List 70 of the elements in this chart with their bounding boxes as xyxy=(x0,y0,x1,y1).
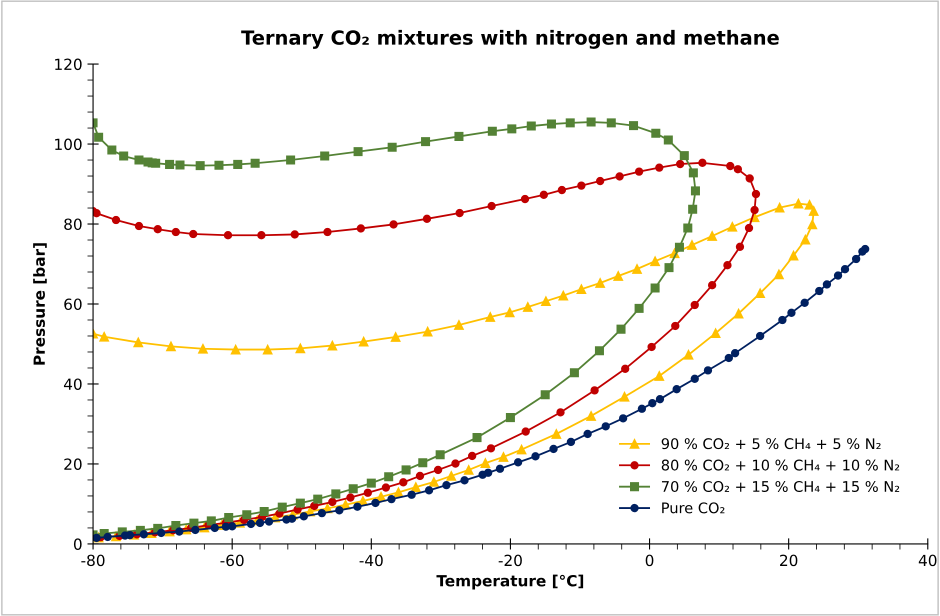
point xyxy=(800,298,809,307)
point xyxy=(834,271,842,280)
point xyxy=(648,399,656,408)
point xyxy=(210,524,219,532)
legend-label: 70 % CO₂ + 15 % CH₄ + 15 % N₂ xyxy=(662,480,900,492)
point xyxy=(407,490,416,499)
point xyxy=(656,395,664,404)
point xyxy=(442,480,451,490)
legend-label: 90 % CO₂ + 5 % CH₄ + 5 % N₂ xyxy=(662,438,881,450)
x-tick-label: -60 xyxy=(220,554,244,566)
point xyxy=(228,522,236,530)
point xyxy=(157,528,166,538)
y-axis-title: Pressure [bar] xyxy=(33,243,47,365)
y-tick-label: 100 xyxy=(55,138,82,150)
y-tick-label: 80 xyxy=(64,218,82,230)
point xyxy=(815,286,824,296)
point xyxy=(787,308,796,317)
point xyxy=(566,438,576,446)
x-tick-label: 0 xyxy=(646,554,654,566)
chart-title: Ternary CO₂ mixtures with nitrogen and methane xyxy=(241,30,779,49)
point xyxy=(618,414,628,423)
point xyxy=(852,254,860,264)
y-tick-label: 20 xyxy=(64,458,82,470)
point xyxy=(104,532,112,542)
point xyxy=(549,444,558,454)
point xyxy=(704,366,712,375)
point xyxy=(638,404,646,413)
point xyxy=(371,498,380,508)
x-tick-label: -40 xyxy=(360,554,383,566)
y-tick-label: 40 xyxy=(64,378,82,390)
legend-label: 80 % CO₂ + 10 % CH₄ + 10 % N₂ xyxy=(662,460,900,471)
x-tick-label: -20 xyxy=(498,554,522,566)
point xyxy=(583,430,592,438)
point xyxy=(424,486,434,495)
point xyxy=(256,518,264,528)
point xyxy=(460,476,469,485)
point xyxy=(602,422,610,431)
point xyxy=(140,530,148,538)
point xyxy=(318,508,326,518)
point xyxy=(246,520,256,528)
point xyxy=(724,354,734,362)
point xyxy=(264,517,274,526)
x-tick-label: -80 xyxy=(81,554,105,566)
point xyxy=(861,244,870,254)
point xyxy=(387,494,396,504)
point xyxy=(175,527,184,536)
y-tick-label: 60 xyxy=(64,298,82,310)
point xyxy=(300,512,308,521)
point xyxy=(288,514,296,523)
point xyxy=(191,526,200,534)
point xyxy=(514,458,522,467)
x-axis-title: Temperature [°C] xyxy=(436,574,584,590)
point xyxy=(730,349,740,358)
point xyxy=(496,464,504,473)
y-tick-label: 120 xyxy=(55,58,82,70)
point xyxy=(335,506,344,515)
x-tick-label: 20 xyxy=(780,554,798,566)
point xyxy=(756,332,764,340)
point xyxy=(690,374,699,383)
legend-label: Pure CO₂ xyxy=(662,502,724,514)
point xyxy=(484,468,492,477)
point xyxy=(672,385,681,394)
point xyxy=(822,280,832,289)
point xyxy=(353,502,362,511)
point xyxy=(93,534,101,542)
point xyxy=(840,265,850,274)
y-tick-label: 0 xyxy=(74,538,82,550)
point xyxy=(531,452,540,461)
point xyxy=(778,316,787,324)
x-tick-label: 40 xyxy=(918,554,936,566)
